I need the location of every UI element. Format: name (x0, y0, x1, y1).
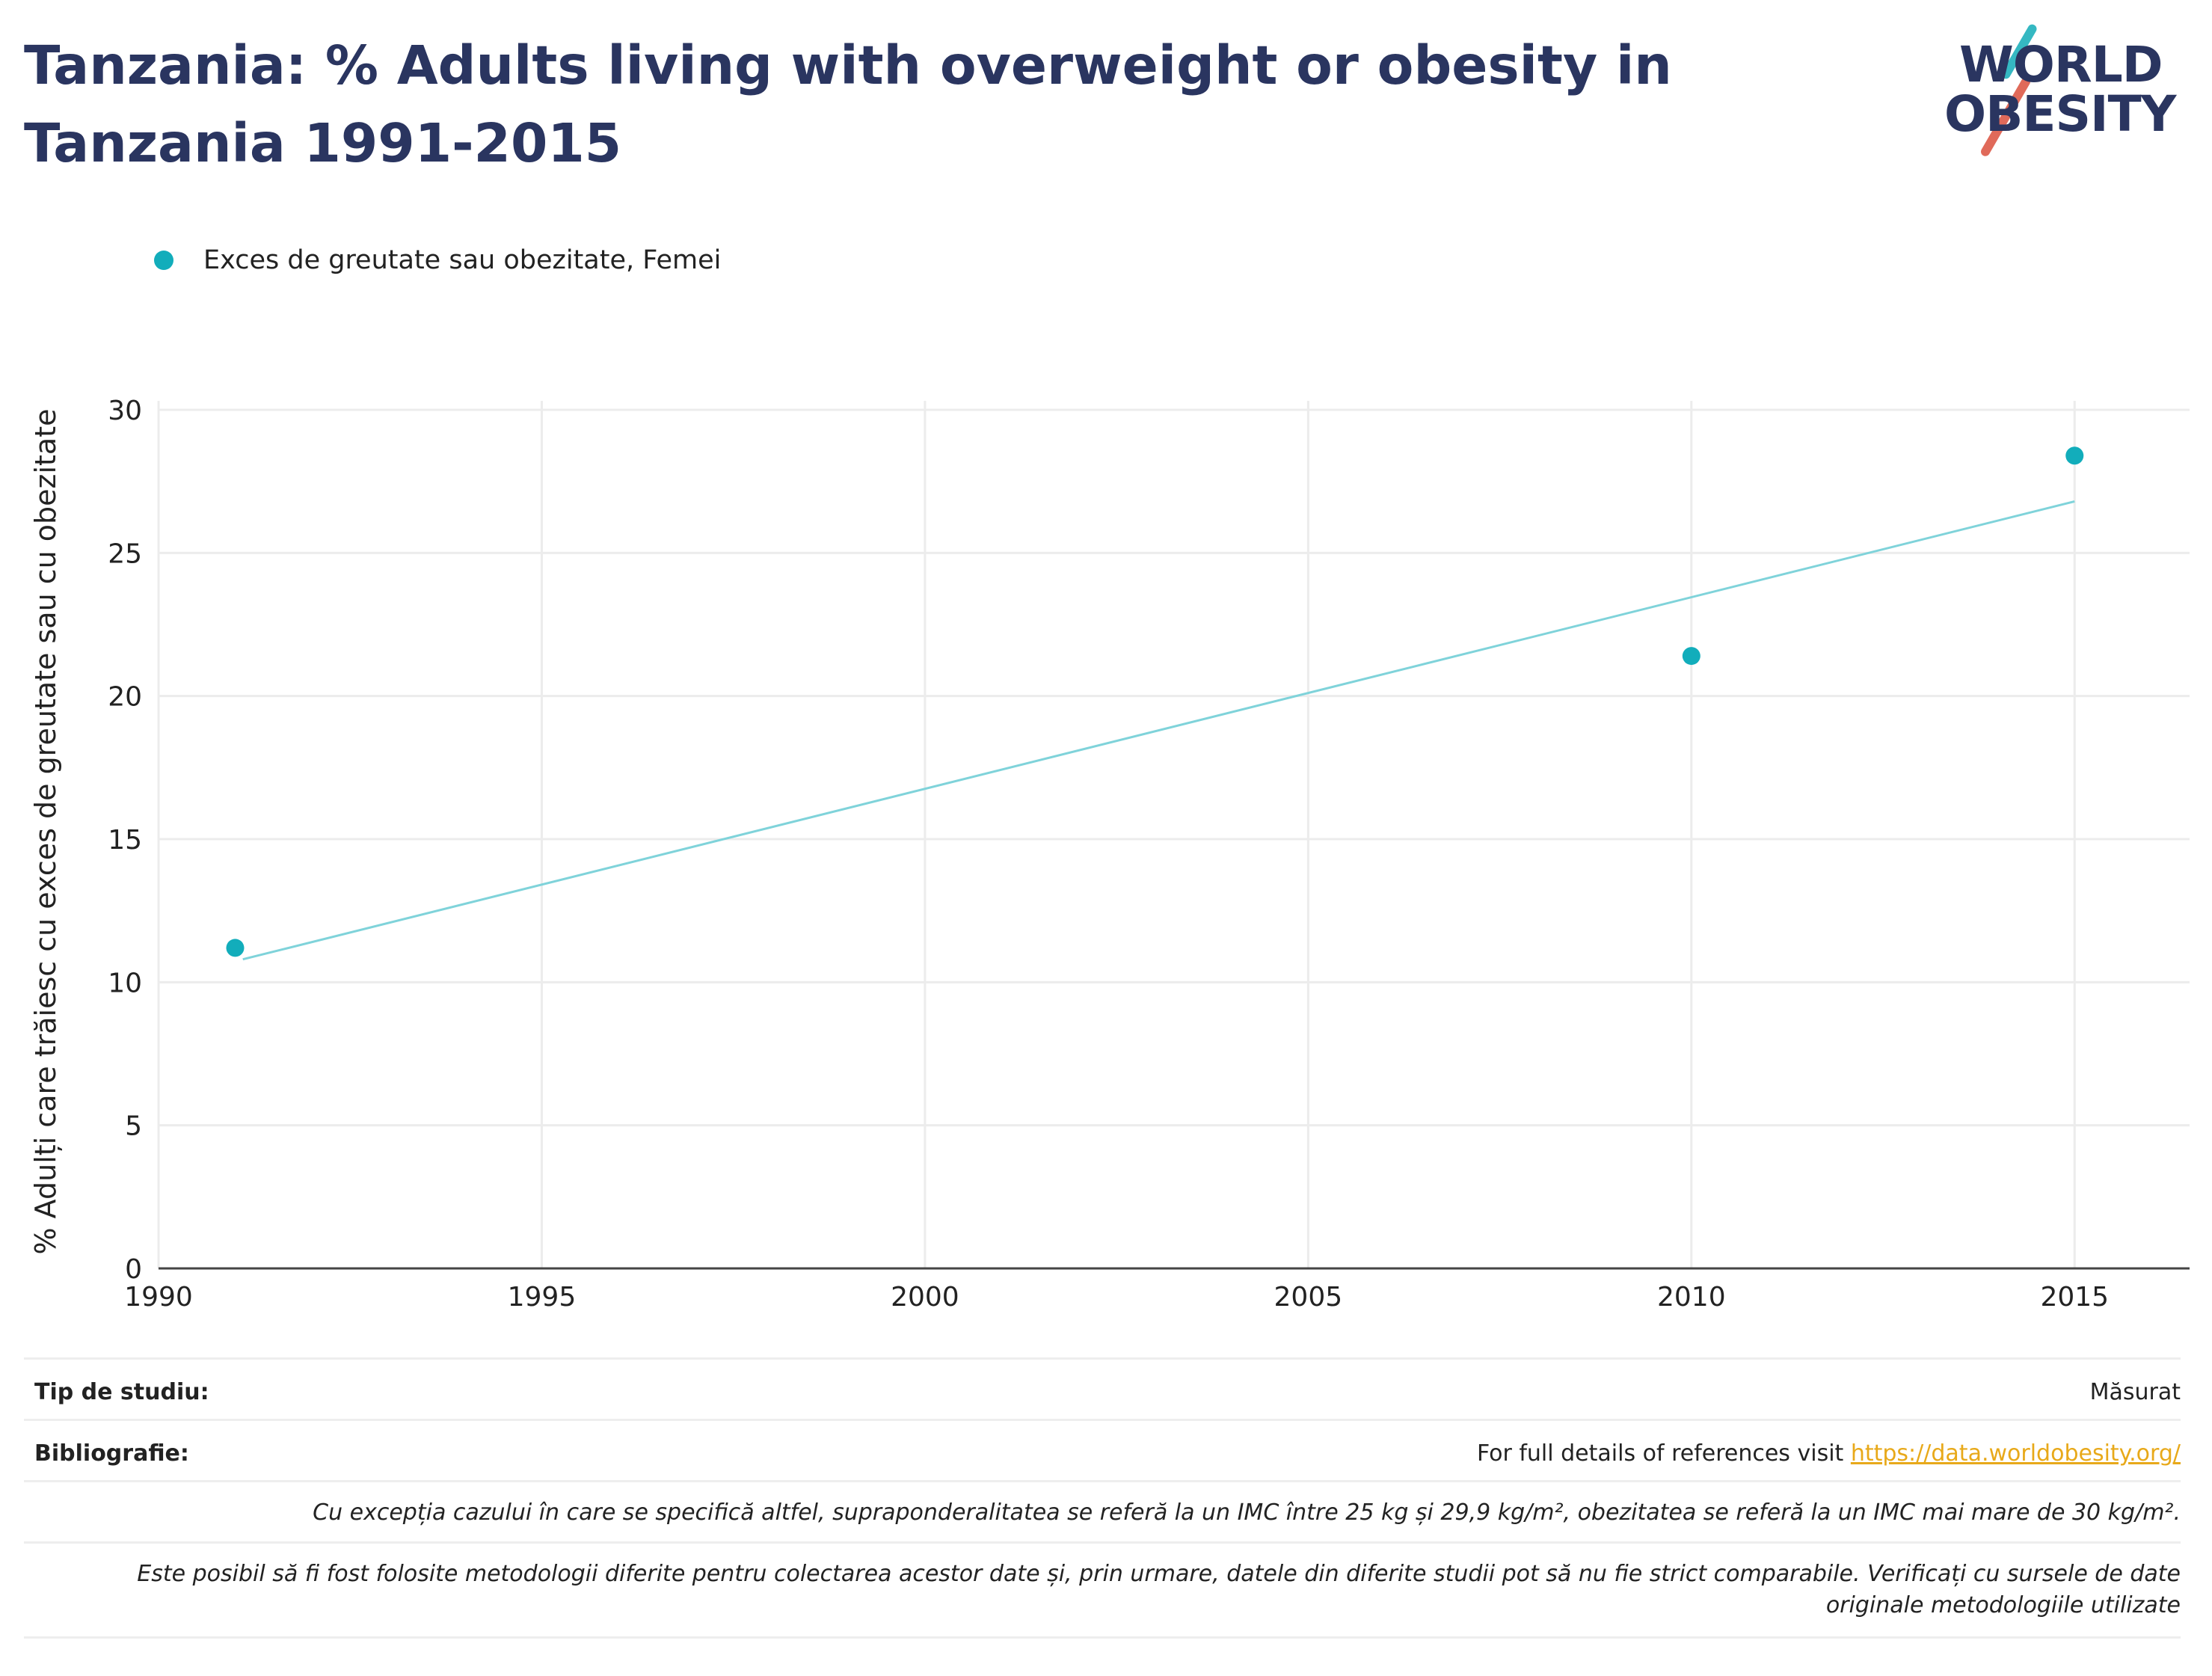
bibliography-link[interactable]: https://data.worldobesity.org/ (1850, 1440, 2181, 1467)
x-tick-label-2: 2000 (891, 1282, 959, 1313)
legend-label: Exces de greutate sau obezitate, Femei (203, 245, 722, 275)
bmi-note-row: Cu excepția cazului în care se specifică… (24, 1480, 2181, 1544)
data-point-2015[interactable] (2065, 446, 2084, 465)
data-point-2010[interactable] (1682, 647, 1701, 666)
data-points (226, 446, 2084, 957)
chart-title: Tanzania: % Adults living with overweigh… (24, 34, 1672, 174)
y-tick-label-5: 25 (108, 538, 142, 569)
methodology-note-row: Este posibil să fi fost folosite metodol… (24, 1541, 2181, 1639)
x-tick-label-1: 1995 (508, 1282, 577, 1313)
bibliography-label: Bibliografie: (34, 1440, 189, 1467)
x-tick-label-4: 2010 (1657, 1282, 1726, 1313)
data-point-1991[interactable] (226, 939, 245, 957)
x-tick-label-3: 2005 (1274, 1282, 1343, 1313)
y-tick-label-3: 15 (108, 825, 142, 856)
bibliography-text: For full details of references visit (1476, 1440, 1851, 1467)
x-tick-label-5: 2015 (2040, 1282, 2109, 1313)
scatter-chart: 0 5 10 15 20 25 30 1990 1995 2000 2005 2010 2015 % A… (29, 396, 2190, 1313)
y-tick-label-0: 0 (125, 1254, 142, 1285)
y-tick-label-2: 10 (108, 968, 142, 998)
y-tick-label-1: 5 (125, 1111, 142, 1142)
legend-marker (154, 251, 173, 270)
tick-labels: 0 5 10 15 20 25 30 1990 1995 2000 2005 2010 2015 (108, 396, 2109, 1313)
footer-divider (24, 1636, 2181, 1639)
study-type-label: Tip de studiu: (34, 1379, 209, 1405)
legend[interactable]: Exces de greutate sau obezitate, Femei (154, 245, 721, 275)
y-axis-title: % Adulți care trăiesc cu exces de greuta… (29, 408, 62, 1254)
study-type-value: Măsurat (2089, 1379, 2181, 1405)
trend-line (242, 500, 2075, 961)
bibliography-value: For full details of references visit htt… (1477, 1440, 2181, 1467)
grid-lines (157, 401, 2190, 1268)
world-obesity-logo: WORLD OBESITY (1944, 21, 2199, 158)
methodology-note: Este posibil să fi fost folosite metodol… (137, 1561, 2181, 1618)
y-tick-label-4: 20 (108, 682, 142, 713)
logo-text-obesity: OBESITY (1944, 85, 2176, 143)
study-type-row: Tip de studiu: Măsurat (24, 1357, 2181, 1421)
logo-text-world: WORLD (1959, 36, 2163, 93)
bibliography-row: Bibliografie: For full details of refere… (24, 1419, 2181, 1482)
trend-line-group (242, 500, 2075, 961)
x-tick-label-0: 1990 (124, 1282, 193, 1313)
bmi-note: Cu excepția cazului în care se specifică… (313, 1500, 2181, 1526)
y-tick-label-6: 30 (108, 396, 142, 426)
